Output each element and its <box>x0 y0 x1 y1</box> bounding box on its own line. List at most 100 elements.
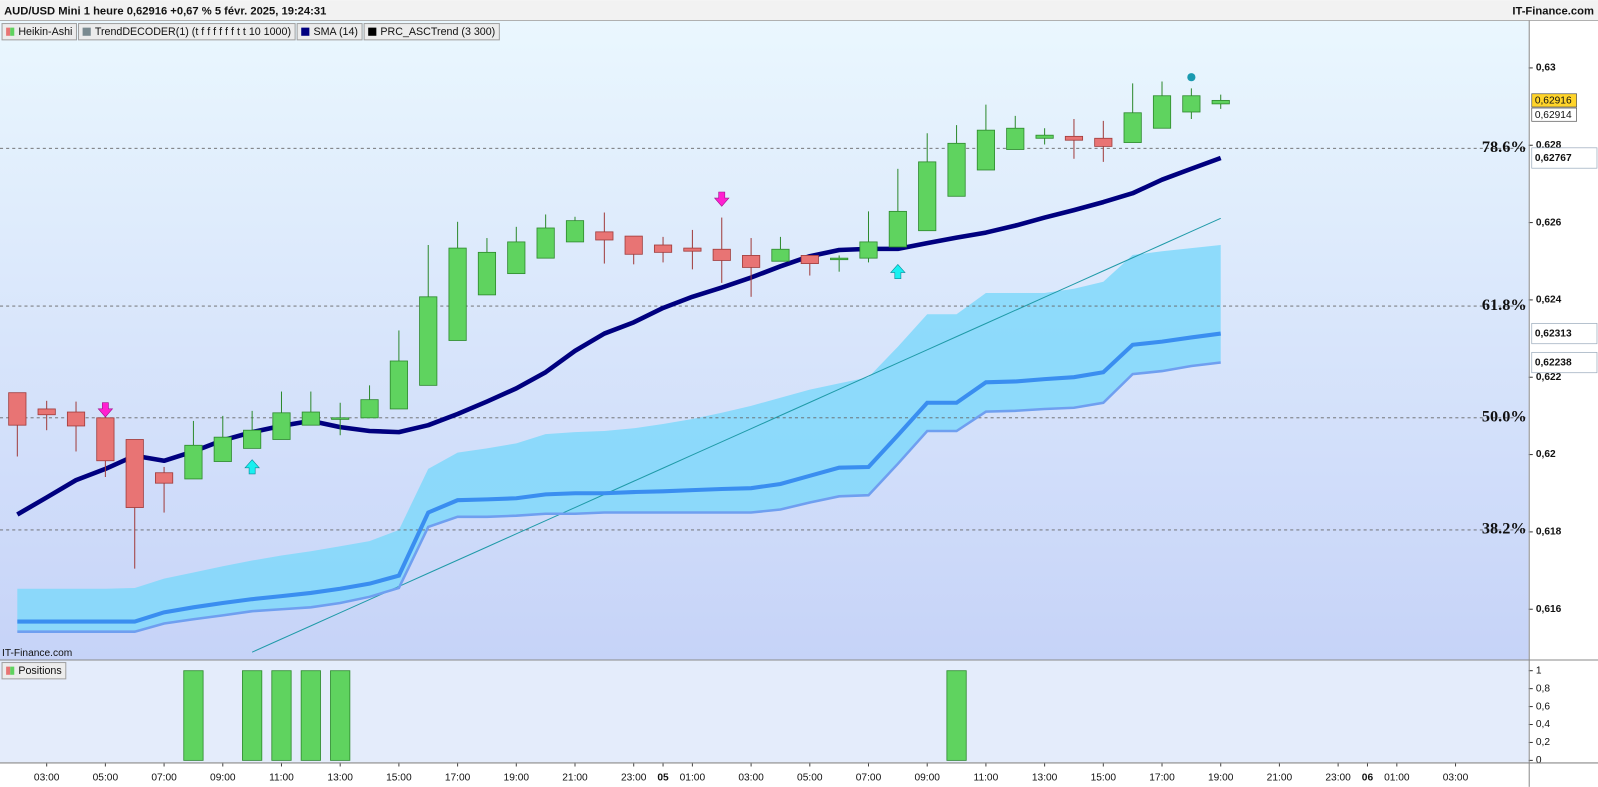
legend-label: Heikin-Ashi <box>18 26 72 38</box>
legend-swatch <box>301 27 310 36</box>
legend-swatch <box>10 27 15 36</box>
x-tick-label: 09:00 <box>210 772 236 783</box>
y-tick-label: 1 <box>1536 665 1542 676</box>
candle-body <box>125 439 144 508</box>
candle-body <box>1182 95 1201 113</box>
x-tick-label: 19:00 <box>504 772 530 783</box>
x-tick-label: 06 <box>1362 772 1374 783</box>
fib-label: 61.8% <box>1482 295 1527 314</box>
x-tick-label: 03:00 <box>738 772 764 783</box>
candle-body <box>918 161 937 232</box>
candle-body <box>331 417 350 420</box>
x-tick-label: 15:00 <box>386 772 412 783</box>
y-tick-label: 0,626 <box>1536 217 1562 228</box>
legend-label: Positions <box>18 665 61 677</box>
header-bar <box>0 0 1598 21</box>
candle-body <box>888 210 907 248</box>
candle-body <box>1006 127 1025 150</box>
position-bar <box>271 670 292 761</box>
trend-line <box>251 217 1221 653</box>
x-tick-label: 05 <box>657 772 669 783</box>
candle-body <box>360 399 379 419</box>
y-tick-label: 0,628 <box>1536 140 1562 151</box>
candle-body <box>301 411 320 426</box>
candle-body <box>800 255 819 264</box>
candle-body <box>1064 135 1084 141</box>
y-tick-label: 0,62 <box>1536 449 1556 460</box>
positions-background <box>0 660 1529 763</box>
candle-body <box>1123 112 1142 143</box>
chart-title: AUD/USD Mini 1 heure 0,62916 +0,67 % 5 f… <box>4 5 326 17</box>
candle-body <box>272 412 291 440</box>
x-tick-label: 21:00 <box>1267 772 1293 783</box>
buy-arrow <box>890 263 906 279</box>
candle-body <box>477 251 497 296</box>
candle-body <box>595 231 614 241</box>
legend-swatch <box>82 27 91 36</box>
overlay: 0,616 0,618 0,62 0,622 0,624 0,626 0,628 0,63 0,… <box>1 23 1598 783</box>
x-tick-label: 11:00 <box>974 772 999 783</box>
candle-body <box>8 392 27 426</box>
price-tag-label: 0,62914 <box>1535 110 1572 121</box>
position-bar <box>330 670 351 761</box>
price-tag <box>1531 147 1598 169</box>
x-tick-label: 11:00 <box>269 772 294 783</box>
candle-body <box>243 429 262 449</box>
x-tick-label: 03:00 <box>34 772 60 783</box>
y-tick-label: 0,616 <box>1536 604 1562 615</box>
plot-background <box>0 20 1529 660</box>
candle-body <box>565 220 585 243</box>
legend-label: PRC_ASCTrend (3 300) <box>380 26 495 38</box>
x-tick-label: 19:00 <box>1208 772 1234 783</box>
fib-label: 38.2% <box>1482 519 1527 538</box>
trend-band <box>17 245 1221 632</box>
y-tick-label: 0,4 <box>1536 719 1550 730</box>
price-tag-label: 0,62238 <box>1535 358 1572 369</box>
y-tick-label: 0,2 <box>1536 737 1550 748</box>
x-tick-label: 23:00 <box>621 772 647 783</box>
candle-body <box>96 417 115 462</box>
legend-box <box>1 23 77 41</box>
candle-body <box>1211 99 1230 105</box>
y-tick-label: 0 <box>1536 755 1542 766</box>
legend-box <box>296 23 363 41</box>
y-tick-label: 0,622 <box>1536 372 1562 383</box>
price-plot: 78.6% 61.8% 50.0% 38.2% <box>0 73 1529 653</box>
y-tick-label: 0,618 <box>1536 527 1562 538</box>
candle-body <box>976 129 995 171</box>
y-tick-label: 0,8 <box>1536 683 1550 694</box>
y-tick-label: 0,6 <box>1536 701 1550 712</box>
price-tag-label: 0,62313 <box>1535 329 1572 340</box>
candle-body <box>389 360 408 410</box>
price-tag <box>1531 351 1598 374</box>
legend-box <box>363 23 500 41</box>
position-bar <box>242 670 263 761</box>
position-bar <box>183 670 204 761</box>
legend-box <box>1 662 67 680</box>
legend-swatch <box>10 666 15 675</box>
x-tick-label: 01:00 <box>1384 772 1410 783</box>
x-tick-label: 23:00 <box>1325 772 1351 783</box>
candle-body <box>536 227 555 259</box>
source: IT-Finance.com <box>1512 5 1594 17</box>
price-tag <box>1531 107 1577 122</box>
x-tick-label: 21:00 <box>562 772 588 783</box>
positions-plot <box>183 670 967 761</box>
candle-body <box>507 241 526 275</box>
sell-arrow <box>97 402 114 418</box>
candle-body <box>448 247 467 341</box>
trend-lower-line <box>17 361 1221 633</box>
candle-body <box>830 257 849 261</box>
x-tick-label: 07:00 <box>856 772 882 783</box>
candle-body <box>419 296 438 386</box>
candle-body <box>1152 95 1172 129</box>
x-tick-label: 13:00 <box>327 772 353 783</box>
x-tick-label: 01:00 <box>680 772 706 783</box>
x-tick-label: 05:00 <box>93 772 119 783</box>
legend-box <box>78 23 296 41</box>
sell-arrow <box>713 191 730 207</box>
candle-body <box>37 408 56 416</box>
x-tick-label: 09:00 <box>914 772 940 783</box>
position-bar <box>946 670 967 761</box>
